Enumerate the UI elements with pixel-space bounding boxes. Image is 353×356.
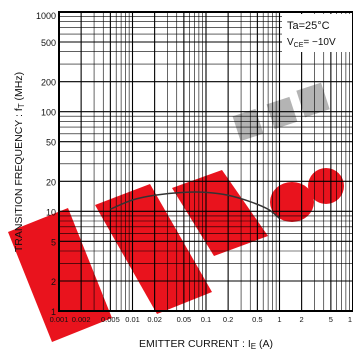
series-layer xyxy=(110,191,280,219)
y-tick-label: 200 xyxy=(41,78,56,88)
y-tick-label: 10 xyxy=(46,207,56,217)
x-tick-label: 0.005 xyxy=(101,315,120,324)
x-tick-label: 1 xyxy=(277,315,281,324)
y-tick-label: 50 xyxy=(46,138,56,148)
tick-labels: 0.001 0.002 0.005 0.01 0.02 0.05 0.1 0.2 0.5 1 2 5 1… xyxy=(36,11,352,324)
y-tick-label: 1000 xyxy=(36,11,56,21)
x-tick-label: 0.05 xyxy=(177,315,192,324)
x-tick-label: 5 xyxy=(329,315,333,324)
x-tick-label: 0.001 xyxy=(50,315,69,324)
y-tick-label: 2 xyxy=(51,277,56,287)
y-tick-label: 100 xyxy=(41,108,56,118)
x-tick-label: 0.5 xyxy=(252,315,262,324)
x-tick-label: 1 xyxy=(348,315,352,324)
x-tick-label: 2 xyxy=(300,315,304,324)
condition-vce: VCE= −10V xyxy=(287,37,336,49)
y-tick-label: 20 xyxy=(46,177,56,187)
y-axis-label: TRANSITION FREQUENCY : fT (MHz) xyxy=(13,72,26,252)
condition-vce-prefix: V xyxy=(287,37,294,48)
x-tick-label: 0.1 xyxy=(201,315,211,324)
x-tick-label: 0.01 xyxy=(125,315,140,324)
series-line xyxy=(110,191,280,219)
condition-ta: Ta=25°C xyxy=(287,20,330,32)
x-tick-label: 0.002 xyxy=(72,315,91,324)
plot-frame xyxy=(58,11,353,312)
x-axis-label: EMITTER CURRENT : IE (A) xyxy=(139,338,273,351)
x-tick-label: 0.2 xyxy=(223,315,233,324)
y-tick-label: 1 xyxy=(51,307,56,317)
y-tick-label: 500 xyxy=(41,38,56,48)
condition-vce-sub: CE xyxy=(294,42,304,49)
grid xyxy=(59,12,353,311)
condition-vce-value: = −10V xyxy=(303,37,336,48)
condition-box xyxy=(282,14,352,52)
x-tick-label: 0.02 xyxy=(147,315,162,324)
y-tick-label: 5 xyxy=(51,237,56,247)
